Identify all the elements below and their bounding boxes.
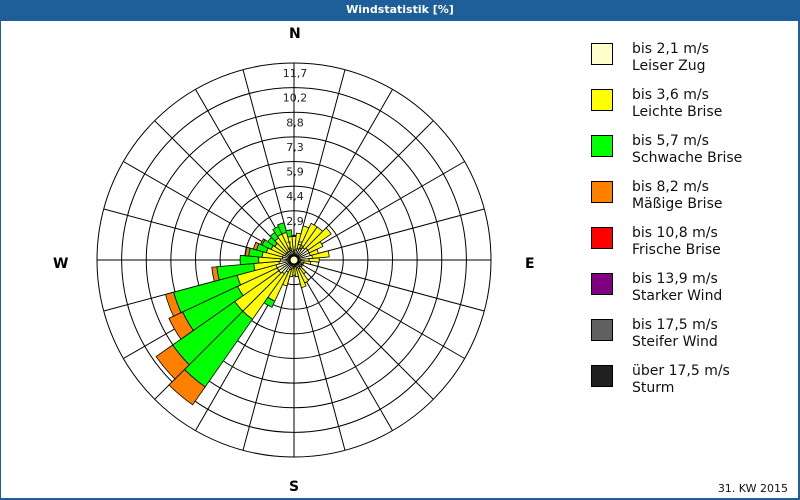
- grid-spoke: [293, 259, 485, 312]
- grid-spoke: [293, 259, 434, 400]
- radial-tick-label: 8,8: [286, 116, 304, 129]
- wind-bar-segment: [211, 266, 220, 282]
- compass-south-label: S: [289, 479, 300, 495]
- radial-tick-label: 5,9: [286, 166, 304, 179]
- legend-name: Leichte Brise: [632, 104, 723, 120]
- radial-tick-label: 7,3: [286, 141, 304, 154]
- wind-bar-segment: [239, 254, 260, 266]
- legend-swatch-icon: [591, 135, 613, 157]
- grid-spoke: [293, 259, 346, 451]
- wind-bar-segment: [295, 267, 307, 289]
- calm-center: [289, 255, 299, 265]
- legend-swatch-icon: [591, 273, 613, 295]
- legend-swatch-icon: [591, 89, 613, 111]
- wind-bar-segment: [303, 260, 312, 265]
- wind-bar-segment: [285, 229, 293, 238]
- legend-name: Steifer Wind: [632, 334, 718, 350]
- compass-west-label: W: [53, 256, 69, 272]
- legend-name: Mäßige Brise: [632, 196, 723, 212]
- wind-bar-segment: [277, 222, 288, 235]
- wind-bar-segment: [308, 257, 320, 263]
- legend-item-frische-brise: bis 10,8 m/s Frische Brise: [591, 225, 791, 271]
- wind-bar-segment: [165, 291, 182, 317]
- grid-spoke: [293, 259, 393, 431]
- wind-bar-segment: [299, 261, 305, 265]
- wind-bars: [155, 222, 332, 406]
- wind-rose-chart: 1,5 2,9 4,4 5,9 7,3 8,8 10,2 11,7: [96, 62, 492, 458]
- period-label: 31. KW 2015: [717, 482, 788, 495]
- legend-name: Schwache Brise: [632, 150, 743, 166]
- wind-bar-segment: [244, 246, 251, 257]
- legend-range: bis 13,9 m/s: [632, 271, 718, 287]
- legend-item-maessige-brise: bis 8,2 m/s Mäßige Brise: [591, 179, 791, 225]
- wind-bar-segment: [305, 227, 332, 251]
- wind-bar-segment: [252, 241, 260, 251]
- grid-spoke: [293, 259, 465, 359]
- radial-tick-label: 2,9: [286, 215, 304, 228]
- legend-range: bis 3,6 m/s: [632, 87, 709, 103]
- legend-swatch-icon: [591, 365, 613, 387]
- radial-tick-label: 1,5: [286, 239, 304, 252]
- grid-spoke: [242, 259, 295, 451]
- chart-panel: 1,5 2,9 4,4 5,9 7,3 8,8 10,2 11,7 N E S W bis 2…: [1, 21, 798, 498]
- radial-tick-label: 11,7: [283, 67, 308, 80]
- legend-item-starker-wind: bis 13,9 m/s Starker Wind: [591, 271, 791, 317]
- legend-range: bis 5,7 m/s: [632, 133, 709, 149]
- compass-east-label: E: [525, 256, 535, 272]
- legend: bis 2,1 m/s Leiser Zug bis 3,6 m/s Leich…: [591, 41, 791, 409]
- legend-range: über 17,5 m/s: [632, 363, 730, 379]
- legend-range: bis 17,5 m/s: [632, 317, 718, 333]
- wind-bar-segment: [259, 238, 266, 246]
- legend-item-leiser-zug: bis 2,1 m/s Leiser Zug: [591, 41, 791, 87]
- radial-tick-label: 10,2: [283, 92, 308, 105]
- compass-north-label: N: [289, 26, 301, 42]
- legend-swatch-icon: [591, 227, 613, 249]
- legend-item-leichte-brise: bis 3,6 m/s Leichte Brise: [591, 87, 791, 133]
- legend-name: Frische Brise: [632, 242, 721, 258]
- wind-bar-segment: [307, 241, 324, 254]
- grid-spoke: [293, 161, 465, 261]
- legend-item-steifer-wind: bis 17,5 m/s Steifer Wind: [591, 317, 791, 363]
- wind-bar-segment: [168, 311, 194, 340]
- wind-bar-segment: [311, 250, 330, 259]
- radial-tick-label: 4,4: [286, 190, 304, 203]
- legend-range: bis 10,8 m/s: [632, 225, 718, 241]
- window-title: Windstatistik [%]: [346, 3, 454, 16]
- legend-swatch-icon: [591, 319, 613, 341]
- radial-tick-labels: 1,5 2,9 4,4 5,9 7,3 8,8 10,2 11,7: [283, 67, 308, 252]
- legend-swatch-icon: [591, 181, 613, 203]
- legend-swatch-icon: [591, 43, 613, 65]
- wind-bar-segment: [168, 368, 206, 406]
- legend-item-sturm: über 17,5 m/s Sturm: [591, 363, 791, 409]
- legend-name: Leiser Zug: [632, 58, 706, 74]
- legend-range: bis 8,2 m/s: [632, 179, 709, 195]
- wind-bar-segment: [155, 344, 190, 380]
- legend-item-schwache-brise: bis 5,7 m/s Schwache Brise: [591, 133, 791, 179]
- legend-range: bis 2,1 m/s: [632, 41, 709, 57]
- legend-name: Sturm: [632, 380, 675, 396]
- legend-name: Starker Wind: [632, 288, 723, 304]
